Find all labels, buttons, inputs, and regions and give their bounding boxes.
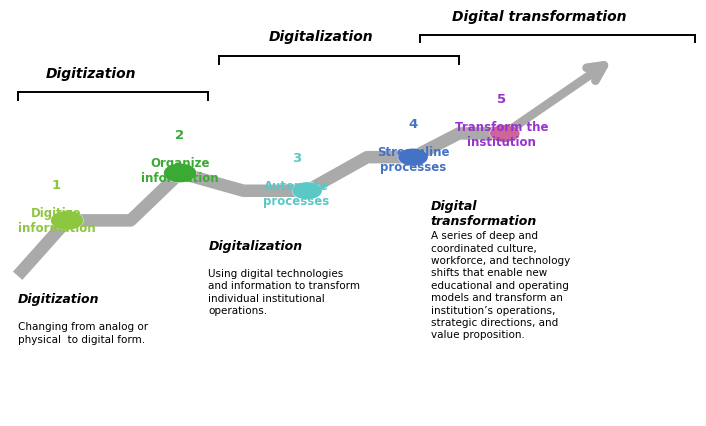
Text: 4: 4 xyxy=(408,118,418,131)
Text: 2: 2 xyxy=(176,128,184,141)
Circle shape xyxy=(399,150,427,166)
Text: Organize
information: Organize information xyxy=(141,157,219,184)
Text: Digitalization: Digitalization xyxy=(208,239,302,253)
Text: Changing from analog or
physical  to digital form.: Changing from analog or physical to digi… xyxy=(18,322,148,344)
Text: Using digital technologies
and information to transform
individual institutional: Using digital technologies and informati… xyxy=(208,268,360,315)
Text: 1: 1 xyxy=(52,178,61,191)
Text: Automate
processes: Automate processes xyxy=(263,179,330,207)
Text: Digitize
information: Digitize information xyxy=(18,206,95,234)
Text: Digitalization: Digitalization xyxy=(268,30,373,44)
Circle shape xyxy=(164,165,196,182)
Text: Transform the
institution: Transform the institution xyxy=(455,121,548,149)
Text: 3: 3 xyxy=(292,152,301,164)
Text: 5: 5 xyxy=(497,93,505,106)
Text: Streamline
processes: Streamline processes xyxy=(377,146,449,174)
Text: Digitization: Digitization xyxy=(18,293,99,306)
Circle shape xyxy=(52,212,83,230)
Text: A series of deep and
coordinated culture,
workforce, and technology
shifts that : A series of deep and coordinated culture… xyxy=(431,231,570,340)
Text: Digital
transformation: Digital transformation xyxy=(431,199,537,227)
Text: Digitization: Digitization xyxy=(46,67,136,81)
Circle shape xyxy=(293,184,321,199)
Circle shape xyxy=(491,126,519,142)
Text: Digital transformation: Digital transformation xyxy=(452,10,626,24)
